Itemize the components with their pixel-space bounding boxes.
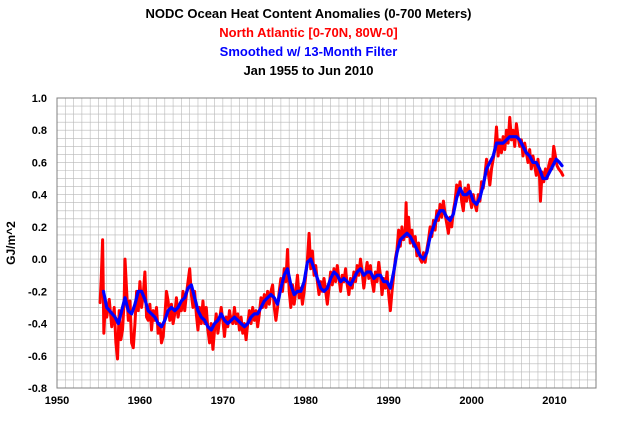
chart-series (98, 115, 565, 361)
chart-subtitle-raw: North Atlantic [0-70N, 80W-0] (219, 25, 398, 40)
x-tick-label: 2000 (459, 395, 483, 407)
x-tick-label: 1960 (128, 395, 152, 407)
y-tick-label: 0.4 (32, 190, 48, 202)
y-tick-label: 0.8 (32, 125, 47, 137)
y-tick-label: -0.6 (28, 351, 47, 363)
chart-subtitle-smoothed: Smoothed w/ 13-Month Filter (219, 44, 398, 59)
x-tick-label: 2010 (542, 395, 566, 407)
y-tick-label: 0.2 (32, 222, 47, 234)
chart-grid (56, 97, 597, 389)
y-tick-label: -0.8 (28, 383, 47, 395)
plot-area-frame (56, 97, 597, 389)
y-tick-label: 0.0 (32, 254, 47, 266)
x-tick-label: 1990 (376, 395, 400, 407)
axis-ticks: 1950 1960 1970 1980 1990 2000 2010 -0.8 -0.6 -0.4… (28, 93, 567, 407)
y-tick-label: 1.0 (32, 93, 47, 105)
smoothed-series-line (101, 135, 564, 332)
x-tick-label: 1980 (294, 395, 318, 407)
chart-subtitle-period: Jan 1955 to Jun 2010 (243, 63, 374, 78)
chart-title-block: NODC Ocean Heat Content Anomalies (0-700… (0, 4, 617, 80)
y-tick-label: -0.4 (28, 319, 48, 331)
y-tick-label: -0.2 (28, 286, 47, 298)
x-tick-label: 1970 (211, 395, 235, 407)
x-tick-label: 1950 (45, 395, 69, 407)
y-axis-label: GJ/m^2 (4, 221, 18, 265)
chart-title: NODC Ocean Heat Content Anomalies (0-700… (145, 6, 472, 21)
y-tick-label: 0.6 (32, 157, 47, 169)
